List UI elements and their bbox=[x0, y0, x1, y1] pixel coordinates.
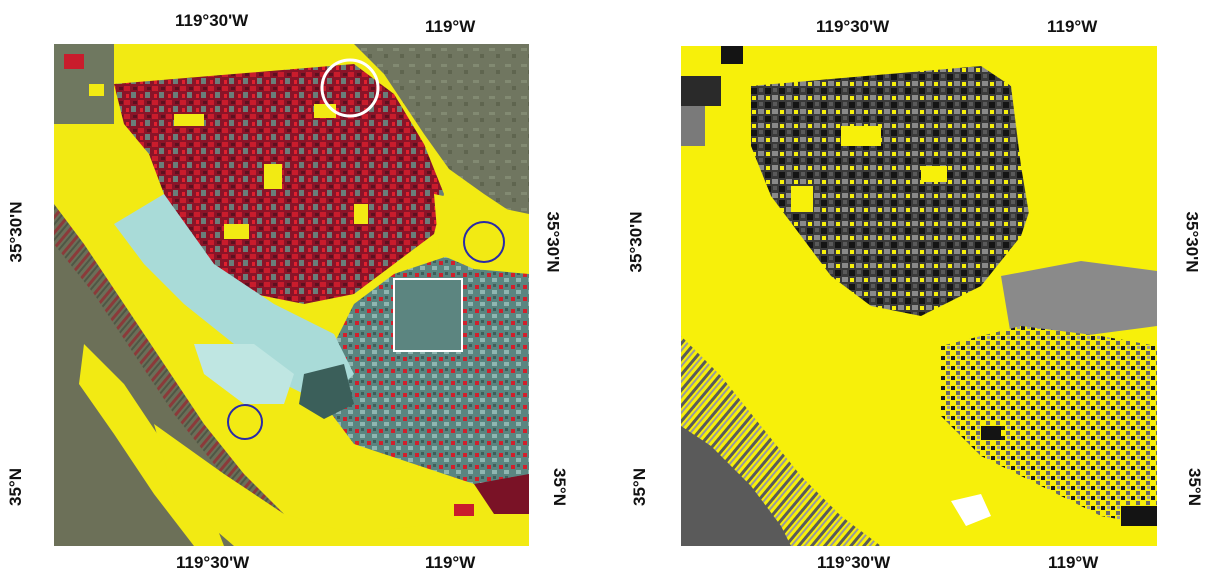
right-left-label-1: 35°30'N bbox=[626, 211, 646, 273]
left-left-label-2: 35°N bbox=[5, 468, 25, 506]
right-map-panel: 119°30'W 119°W bbox=[600, 0, 1206, 582]
right-classified-map bbox=[681, 46, 1157, 546]
left-map-panel: 119°30'W 119°W bbox=[0, 0, 600, 582]
left-left-label-1: 35°30'N bbox=[6, 201, 26, 263]
left-right-label-2: 35°N bbox=[549, 468, 569, 506]
blue-circle-east-marker bbox=[463, 221, 505, 263]
left-map-graphic bbox=[54, 44, 529, 546]
right-right-label-1: 35°30'N bbox=[1182, 211, 1202, 273]
right-left-label-2: 35°N bbox=[629, 468, 649, 506]
right-bottom-label-1: 119°30'W bbox=[817, 553, 891, 572]
left-right-label-1: 35°30'N bbox=[543, 211, 563, 273]
left-top-label-1: 119°30'W bbox=[175, 11, 249, 30]
left-bottom-label-1: 119°30'W bbox=[176, 553, 250, 572]
right-bottom-label-2: 119°W bbox=[1048, 553, 1099, 572]
left-top-label-2: 119°W bbox=[425, 17, 476, 36]
white-circle-marker bbox=[320, 58, 380, 118]
right-map-graphic bbox=[681, 46, 1157, 546]
left-bottom-label-2: 119°W bbox=[425, 553, 476, 572]
right-top-label-2: 119°W bbox=[1047, 17, 1098, 36]
right-top-label-1: 119°30'W bbox=[816, 17, 890, 36]
left-satellite-map bbox=[54, 44, 529, 546]
blue-circle-south-marker bbox=[227, 404, 263, 440]
white-square-marker bbox=[393, 278, 463, 352]
right-right-label-2: 35°N bbox=[1184, 468, 1204, 506]
